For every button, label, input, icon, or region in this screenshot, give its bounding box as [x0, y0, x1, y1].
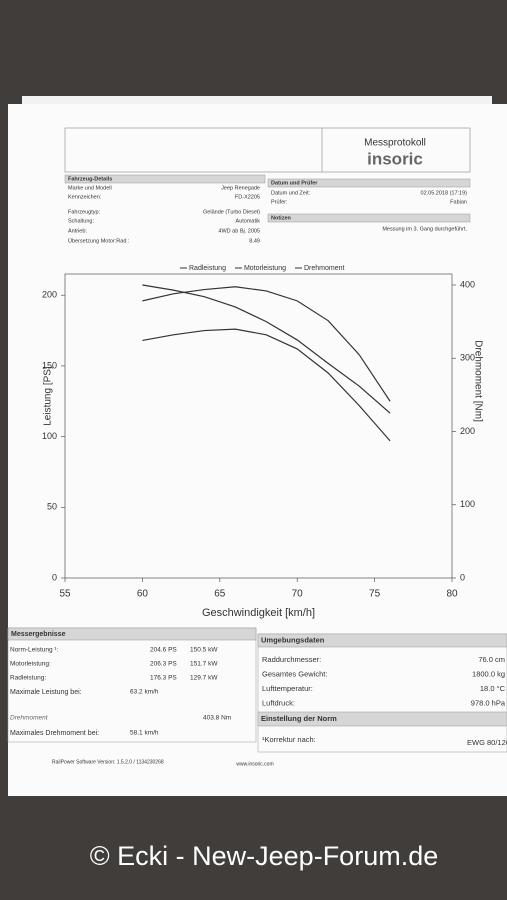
x-tick-label: 55	[59, 589, 71, 600]
y-tick-label: 0	[52, 572, 57, 582]
x-axis-label: Geschwindigkeit [km/h]	[202, 607, 315, 619]
y2-tick-label: 300	[460, 353, 475, 363]
legend-label: Radleistung	[189, 265, 226, 272]
result-label: Motorleistung:	[10, 661, 51, 668]
section-heading-bar	[257, 633, 507, 648]
result-value: 204.6 PS	[150, 647, 177, 654]
result-value: 129.7 kW	[190, 675, 218, 682]
plot-area	[64, 273, 453, 579]
legend-label: Motorleistung	[244, 265, 286, 272]
env-value: 76.0 cm	[478, 655, 505, 664]
field-value: 02.05.2018 (17:19)	[421, 190, 468, 196]
field-label: Antrieb:	[68, 228, 87, 234]
env-value: 978.0 hPa	[471, 698, 506, 707]
section-heading: Datum und Prüfer	[271, 180, 318, 186]
result-label: Drehmoment	[10, 715, 49, 722]
result-value: 176.3 PS	[150, 675, 177, 682]
result-value: 206.3 PS	[150, 661, 177, 668]
footer-url: www.insoric.com	[236, 761, 273, 767]
field-value: 4WD ab Bj. 2005	[218, 228, 260, 234]
header-title: Messprotokoll	[364, 138, 426, 149]
section-heading: Einstellung der Norm	[261, 714, 337, 723]
env-label: Luftdruck:	[262, 698, 295, 707]
section-heading-bar	[267, 178, 471, 188]
field-label: Schaltung:	[68, 218, 94, 224]
brand-logo: insoric	[367, 149, 423, 168]
y-tick-label: 50	[47, 502, 57, 512]
result-value: 63.2 km/h	[130, 689, 159, 696]
watermark: © Ecki - New-Jeep-Forum.de	[90, 841, 438, 871]
field-label: Kennzeichen:	[68, 194, 102, 200]
env-value: 18.0 °C	[480, 684, 506, 693]
env-value: 1800.0 kg	[472, 669, 505, 678]
y-tick-label: 150	[42, 360, 57, 370]
env-label: Lufttemperatur:	[262, 684, 313, 693]
x-tick-label: 60	[137, 589, 149, 600]
result-label: Radleistung:	[10, 675, 46, 682]
header-box	[64, 127, 471, 173]
env-label: Gesamtes Gewicht:	[262, 669, 327, 678]
result-label: Maximales Drehmoment bei:	[10, 730, 99, 737]
field-label: Prüfer:	[271, 199, 288, 205]
series-line	[142, 284, 391, 414]
field-value: Fabian	[450, 199, 467, 205]
norm-value: EWG 80/1269	[467, 738, 507, 747]
section-heading-bar	[257, 711, 507, 727]
y-tick-label: 100	[42, 431, 57, 441]
field-label: Marke und Modell	[68, 185, 112, 191]
y-axis-label: Leistung [PS]	[43, 366, 54, 426]
field-value: Automatik	[236, 218, 261, 224]
result-value: 150.5 kW	[190, 647, 218, 654]
y2-tick-label: 100	[460, 499, 475, 509]
x-tick-label: 70	[292, 589, 304, 600]
x-tick-label: 65	[214, 589, 226, 600]
x-tick-label: 80	[446, 589, 458, 600]
y-tick-label: 200	[42, 290, 57, 300]
result-label: Norm-Leistung ¹:	[10, 647, 59, 654]
footer-version: RailPower Software Version: 1.5.2.0 / 11…	[52, 759, 164, 765]
section-heading: Notizen	[271, 215, 292, 221]
norm-label: ¹Korrektur nach:	[262, 735, 316, 744]
env-label: Raddurchmesser:	[262, 655, 321, 664]
result-label: Maximale Leistung bei:	[10, 689, 82, 696]
field-label: Fahrzeugtyp:	[68, 209, 101, 215]
section-heading-bar	[7, 627, 257, 641]
result-value: 58.1 km/h	[130, 730, 159, 737]
notes-text: Messung im 3. Gang durchgeführt.	[382, 226, 467, 232]
y2-tick-label: 0	[460, 572, 465, 582]
y2-tick-label: 400	[460, 279, 475, 289]
field-label: Datum und Zeit:	[271, 190, 311, 196]
section-heading-bar	[64, 174, 266, 184]
result-value: 151.7 kW	[190, 661, 218, 668]
field-value: 8.49	[249, 238, 260, 244]
y2-tick-label: 200	[460, 426, 475, 436]
paper	[8, 104, 507, 796]
result-value: 403.8 Nm	[203, 715, 231, 722]
x-tick-label: 75	[369, 589, 381, 600]
section-heading: Fahrzeug-Details	[68, 176, 112, 182]
field-label: Übersetzung Motor:Rad :	[68, 237, 130, 244]
field-value: FD-X2205	[235, 194, 260, 200]
field-value: Jeep Renegade	[221, 185, 260, 191]
legend-label: Drehmoment	[304, 265, 345, 272]
series-line	[142, 328, 391, 442]
field-value: Gelände (Turbo Diesel)	[203, 209, 260, 215]
section-heading-bar	[267, 213, 471, 223]
y2-axis-label: Drehmoment [Nm]	[472, 340, 483, 422]
section-heading: Umgebungsdaten	[261, 635, 325, 644]
section-heading: Messergebnisse	[11, 631, 66, 638]
